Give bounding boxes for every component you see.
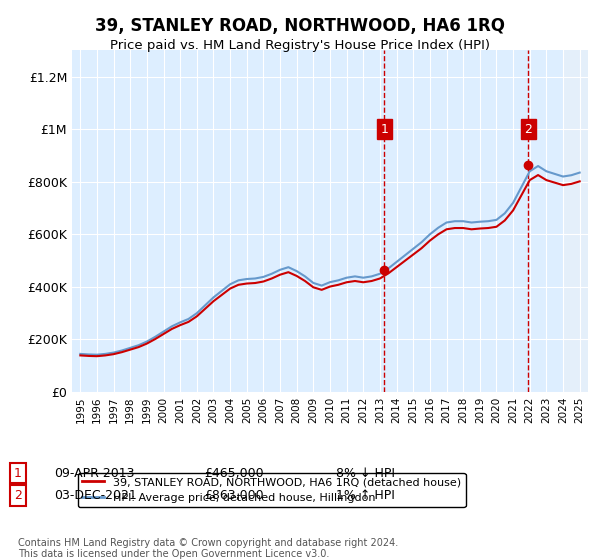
Text: 09-APR-2013: 09-APR-2013 (54, 466, 134, 480)
Text: 1: 1 (14, 466, 22, 480)
Legend: 39, STANLEY ROAD, NORTHWOOD, HA6 1RQ (detached house), HPI: Average price, detac: 39, STANLEY ROAD, NORTHWOOD, HA6 1RQ (de… (77, 473, 466, 507)
Text: 03-DEC-2021: 03-DEC-2021 (54, 489, 137, 502)
Text: £863,000: £863,000 (204, 489, 263, 502)
Text: Price paid vs. HM Land Registry's House Price Index (HPI): Price paid vs. HM Land Registry's House … (110, 39, 490, 52)
Text: 1: 1 (380, 123, 388, 136)
Text: 1% ↑ HPI: 1% ↑ HPI (336, 489, 395, 502)
Bar (563, 50, 588, 392)
Text: 2: 2 (524, 123, 532, 136)
Text: Contains HM Land Registry data © Crown copyright and database right 2024.
This d: Contains HM Land Registry data © Crown c… (18, 538, 398, 559)
Text: 2: 2 (14, 489, 22, 502)
Text: 39, STANLEY ROAD, NORTHWOOD, HA6 1RQ: 39, STANLEY ROAD, NORTHWOOD, HA6 1RQ (95, 17, 505, 35)
Text: 8% ↓ HPI: 8% ↓ HPI (336, 466, 395, 480)
Text: £465,000: £465,000 (204, 466, 263, 480)
